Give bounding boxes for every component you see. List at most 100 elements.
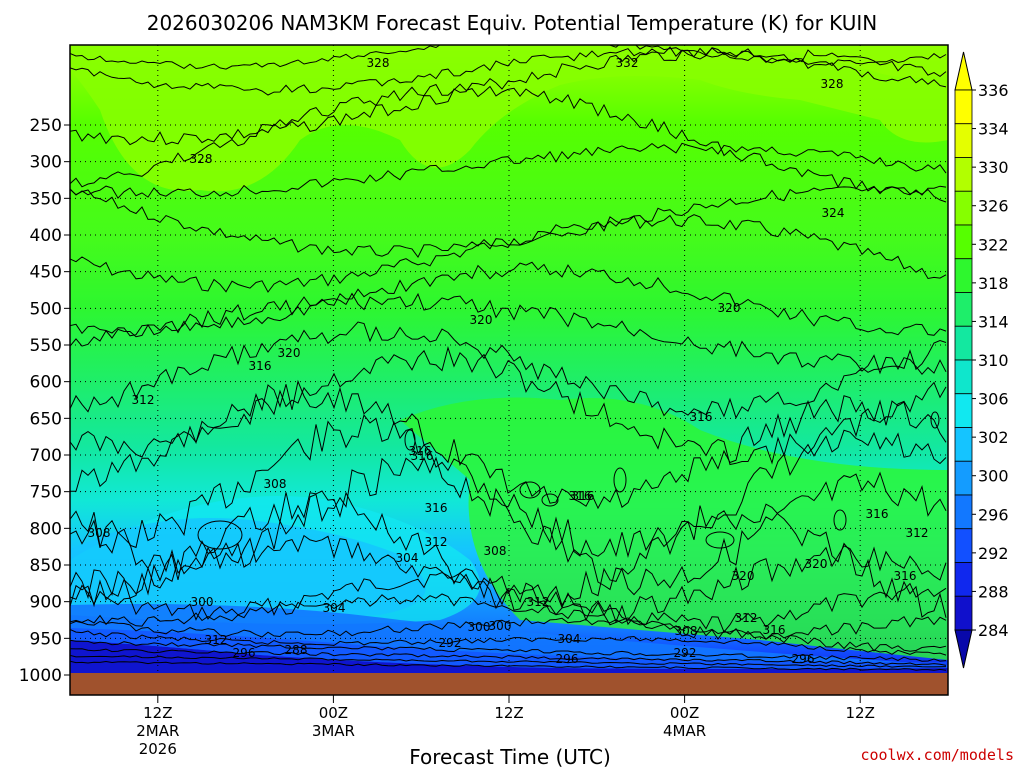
contour-label: 316 (866, 507, 889, 521)
contour-label: 332 (616, 56, 639, 70)
contour-label: 312 (527, 595, 550, 609)
colorbar-label: 330 (978, 158, 1009, 177)
x-tick-label: 4MAR (663, 722, 706, 740)
contour-cell (519, 481, 541, 499)
x-axis-label: Forecast Time (UTC) (409, 745, 611, 768)
contour-label: 308 (264, 477, 287, 491)
contour-label: 300 (468, 620, 491, 634)
y-tick-label: 600 (30, 373, 62, 393)
contour-label: 308 (675, 624, 698, 638)
contour-line (70, 490, 947, 618)
contour-line (70, 46, 947, 96)
colorbar-label: 314 (978, 312, 1009, 331)
colorbar-swatch (954, 595, 973, 631)
contour-line (70, 185, 947, 259)
contour-line (70, 456, 947, 596)
contour-label: 320 (470, 313, 493, 327)
colorbar-label: 302 (978, 428, 1009, 447)
field-region-upper-green (70, 45, 948, 192)
contour-line (70, 346, 947, 466)
contour-cell (404, 429, 416, 451)
colorbar-swatch (954, 292, 973, 327)
chart-title: 2026030206 NAM3KM Forecast Equiv. Potent… (147, 11, 878, 35)
colorbar-swatch (954, 562, 973, 597)
colorbar-swatch (954, 528, 973, 563)
contour-cell (705, 531, 735, 549)
x-tick-label: 3MAR (312, 722, 355, 740)
contour-cell (197, 520, 243, 550)
contour-line (70, 413, 947, 558)
contour-cell (930, 411, 940, 429)
credit-text: coolwx.com/models (860, 746, 1014, 764)
ground-layer (70, 673, 948, 695)
contour-label: 304 (558, 632, 581, 646)
contour-label: 296 (233, 646, 256, 660)
grid-lines (70, 45, 948, 695)
contour-label: 320 (718, 301, 741, 315)
contour-label: 296 (556, 652, 579, 666)
y-tick-label: 800 (30, 519, 62, 539)
contour-label: 328 (190, 152, 213, 166)
contour-line (70, 593, 947, 640)
y-tick-label: 650 (30, 409, 62, 429)
colorbar-swatch (954, 258, 973, 293)
x-tick-label: 00Z (319, 704, 348, 722)
contour-label: 316 (425, 501, 448, 515)
y-tick-label: 850 (30, 556, 62, 576)
colorbar-swatch (954, 89, 973, 125)
contour-line (70, 648, 947, 666)
contour-label: 308 (88, 526, 111, 540)
contour-line (70, 292, 947, 375)
contour-label: 288 (285, 643, 308, 657)
contour-line (70, 629, 947, 656)
colorbar-label: 296 (978, 505, 1009, 524)
colorbar-label: 310 (978, 351, 1009, 370)
contour-label: 316 (763, 623, 786, 637)
colorbar-label: 322 (978, 235, 1009, 254)
y-tick-label: 350 (30, 189, 62, 209)
contour-label: 312 (425, 535, 448, 549)
contour-line (70, 142, 947, 199)
y-tick-label: 300 (30, 153, 62, 173)
contour-label: 328 (367, 56, 390, 70)
contour-label: 316 (249, 359, 272, 373)
y-tick-label: 950 (30, 629, 62, 649)
colorbar-label: 284 (978, 621, 1009, 640)
y-tick-label: 500 (30, 299, 62, 319)
contour-line (70, 379, 947, 510)
x-tick-label: 00Z (670, 704, 699, 722)
colorbar-label: 336 (978, 81, 1009, 100)
colorbar-swatch (954, 190, 973, 226)
y-tick-label: 550 (30, 336, 62, 356)
contour-label: 300 (191, 595, 214, 609)
contour-label: 300 (489, 619, 512, 633)
contour-label: 308 (484, 544, 507, 558)
contour-lines (70, 45, 947, 671)
contour-line (70, 321, 947, 419)
contour-cell (541, 493, 559, 507)
contour-line (70, 47, 947, 146)
contour-label: 312 (205, 633, 228, 647)
colorbar-swatch (954, 157, 973, 192)
contour-label: 304 (396, 551, 419, 565)
colorbar-swatch (954, 359, 973, 395)
contour-label: 312 (735, 611, 758, 625)
y-tick-label: 400 (30, 226, 62, 246)
colorbar-label: 288 (978, 582, 1009, 601)
contour-label: 316 (894, 569, 917, 583)
x-tick-label: 12Z (494, 704, 523, 722)
contour-line (70, 534, 947, 622)
contour-line (70, 83, 947, 196)
contour-label: 316 (411, 449, 434, 463)
x-tick-label: 12Z (846, 704, 875, 722)
contour-line (70, 639, 947, 662)
y-tick-label: 450 (30, 263, 62, 283)
contour-label: 292 (439, 636, 462, 650)
plot-area: 328 3323283283243203203203163163123163163… (70, 45, 948, 695)
colorbar-label: 318 (978, 274, 1009, 293)
contour-line (70, 654, 947, 668)
contour-label: 312 (906, 526, 929, 540)
colorbar-label: 300 (978, 467, 1009, 486)
